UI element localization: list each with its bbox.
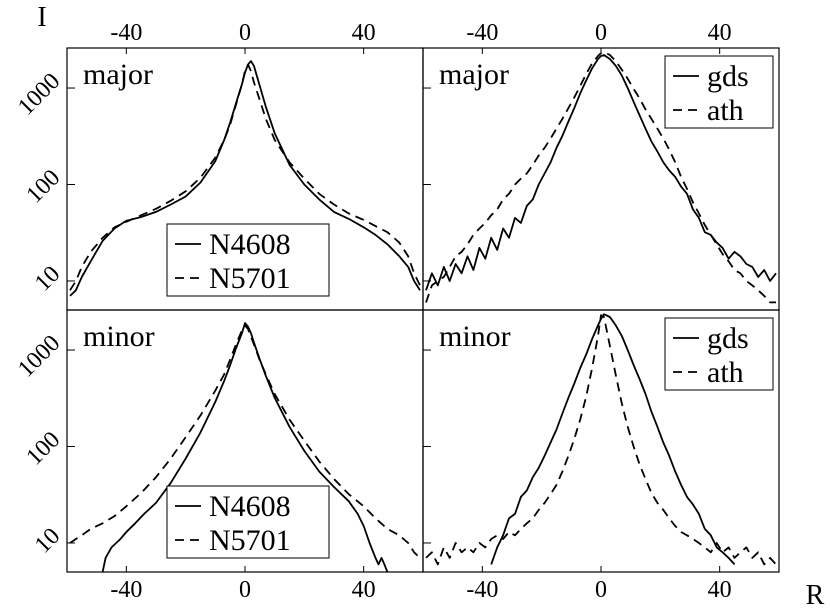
legend-label: N5701 [209, 262, 291, 295]
legend-box [166, 485, 330, 559]
x-tick-label-top: 40 [708, 20, 732, 46]
series-gds [425, 54, 777, 291]
y-tick-label: 1000 [13, 330, 65, 382]
y-axis-label: I [37, 2, 46, 33]
legend-label: N4608 [209, 228, 291, 261]
y-tick-label: 10 [30, 523, 65, 558]
panel-label: major [439, 58, 509, 91]
x-tick-label-top: 0 [595, 20, 607, 46]
series-N4608 [101, 322, 389, 573]
legend-label: gds [707, 60, 749, 93]
x-tick-label-bottom: -40 [466, 577, 498, 603]
legend-label: ath [707, 94, 744, 127]
x-tick-label-bottom: 0 [239, 577, 251, 603]
y-tick-label: 100 [22, 427, 66, 471]
legend-box [664, 55, 774, 129]
legend-box [664, 317, 774, 391]
x-tick-label-bottom: 40 [352, 577, 376, 603]
x-tick-label-top: 0 [239, 20, 251, 46]
series-N5701 [69, 324, 421, 559]
series-ath [425, 314, 777, 566]
legend-label: ath [707, 356, 744, 389]
x-axis-label: R [806, 580, 825, 608]
x-tick-label-bottom: 0 [595, 577, 607, 603]
x-tick-label-bottom: -40 [110, 577, 142, 603]
series-ath [425, 51, 776, 304]
x-tick-label-bottom: 40 [708, 577, 732, 603]
y-tick-label: 100 [22, 165, 66, 209]
panel-label: minor [83, 320, 155, 353]
series-gds [490, 313, 736, 566]
legend-box [166, 223, 330, 297]
x-tick-label-top: 40 [352, 20, 376, 46]
x-tick-label-top: -40 [466, 20, 498, 46]
y-tick-label: 1000 [13, 68, 65, 120]
legend-label: gds [707, 322, 749, 355]
series-N4608 [69, 60, 421, 297]
legend-label: N4608 [209, 490, 291, 523]
x-tick-label-top: -40 [110, 20, 142, 46]
legend-label: N5701 [209, 524, 291, 557]
panel-label: major [83, 58, 153, 91]
panel-label: minor [439, 320, 511, 353]
y-tick-label: 10 [30, 261, 65, 296]
